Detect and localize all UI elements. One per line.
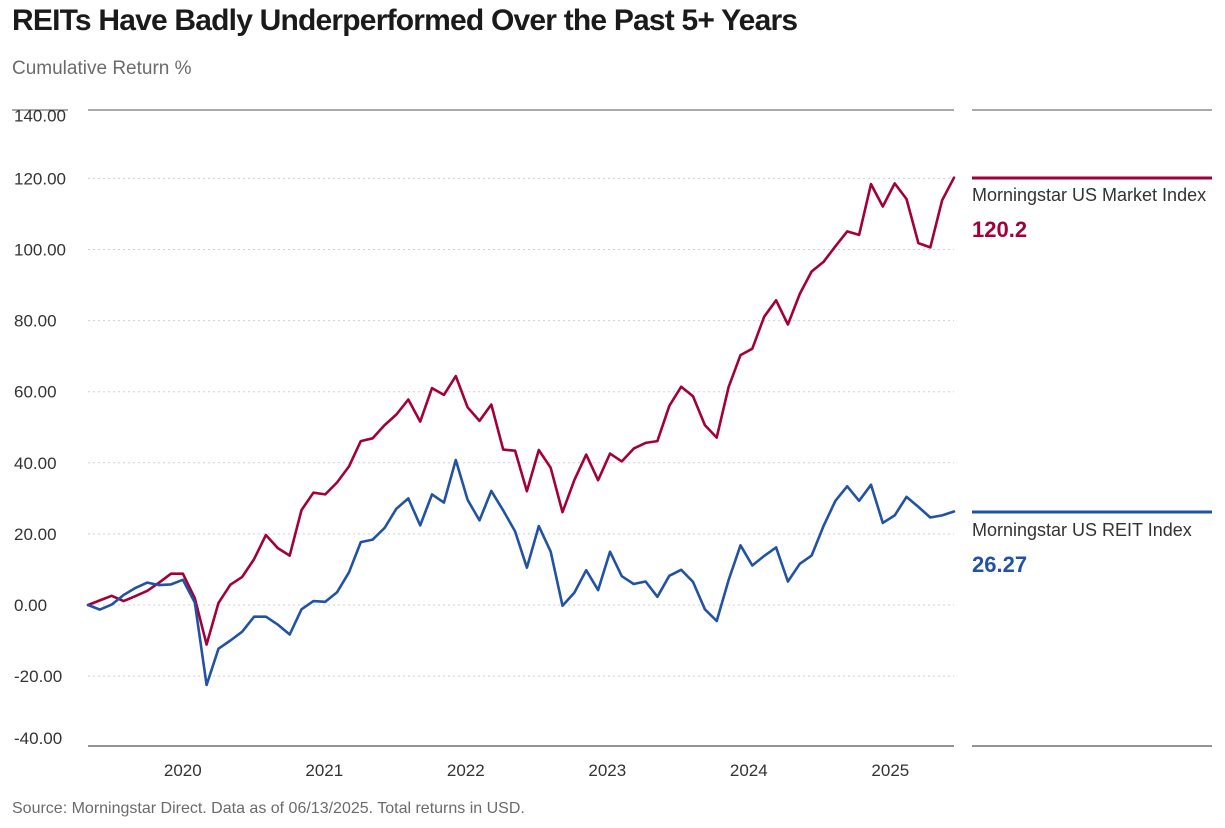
x-tick-label: 2021: [305, 761, 343, 780]
y-tick-label: 140.00: [14, 106, 66, 125]
y-tick-label: 20.00: [14, 525, 57, 544]
y-tick-label: 0.00: [14, 596, 47, 615]
series-line-market-index: [86, 176, 956, 646]
x-tick-label: 2024: [730, 761, 768, 780]
legend-layer: Morningstar US Market Index 120.2 Mornings…: [972, 176, 1212, 577]
y-tick-label: 40.00: [14, 454, 57, 473]
y-tick-label: -20.00: [14, 667, 62, 686]
grid-layer: [88, 177, 954, 677]
legend-series-value: 120.2: [972, 217, 1027, 242]
chart-title: REITs Have Badly Underperformed Over the…: [12, 4, 798, 37]
axis-layer: -40.00 -20.00 0.00 20.00 40.00 60.00 80.00 100.…: [12, 106, 1212, 780]
y-tick-label: -40.00: [14, 729, 62, 748]
y-tick-label: 60.00: [14, 383, 57, 402]
legend-series-value: 26.27: [972, 552, 1027, 577]
y-tick-label: 80.00: [14, 312, 57, 331]
y-tick-label: 100.00: [14, 241, 66, 260]
x-tick-label: 2020: [164, 761, 202, 780]
series-line-reit-index: [86, 458, 956, 687]
x-tick-label: 2022: [447, 761, 485, 780]
chart-subtitle: Cumulative Return %: [12, 58, 192, 79]
source-note: Source: Morningstar Direct. Data as of 0…: [12, 800, 525, 817]
legend-series-name: Morningstar US Market Index: [972, 185, 1206, 205]
x-tick-label: 2025: [871, 761, 909, 780]
series-layer: [86, 176, 956, 687]
x-tick-label: 2023: [588, 761, 626, 780]
y-tick-label: 120.00: [14, 169, 66, 188]
legend-series-name: Morningstar US REIT Index: [972, 520, 1192, 540]
